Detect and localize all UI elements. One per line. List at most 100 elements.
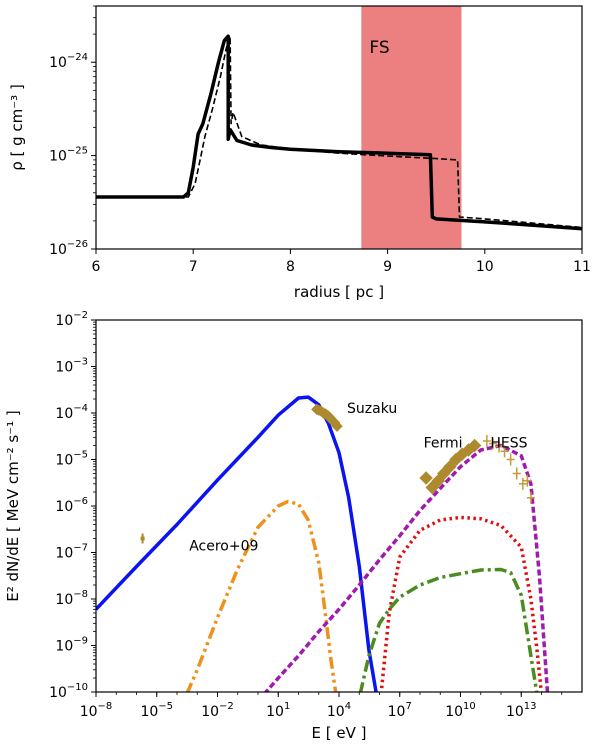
sed-plot-frame [95, 319, 583, 693]
sed-x-tick-label: 1010 [445, 701, 476, 720]
sed-y-tick-label: 10−2 [55, 310, 88, 329]
density-y-tick-label-exponent: −24 [67, 52, 88, 63]
fermi-data-point [431, 473, 445, 488]
density-y-tick-label-exponent: −25 [67, 146, 88, 157]
sed-x-tick-label-base: 10 [80, 704, 98, 720]
hess-data-point [512, 467, 521, 480]
sed-y-tick-label: 10−8 [55, 589, 88, 608]
sed-y-tick-label-exponent: −10 [67, 682, 88, 693]
sed-x-tick-label-base: 10 [266, 704, 284, 720]
sed-x-tick-label-base: 10 [327, 704, 345, 720]
fermi-data-point [419, 471, 433, 485]
hess-data-point [495, 440, 504, 453]
sed-x-tick-label-exponent: −8 [98, 701, 113, 712]
density-x-axis-label: radius [ pc ] [294, 283, 384, 301]
density-series-dashed [96, 35, 583, 229]
sed-y-tick-label: 10−4 [55, 403, 88, 422]
density-y-tick-label: 10−24 [49, 52, 88, 71]
sed-y-tick-label-exponent: −8 [73, 589, 88, 600]
density-y-tick-label-base: 10 [49, 242, 67, 258]
sed-y-tick-label-exponent: −6 [73, 496, 88, 507]
sed-x-tick-label: 10−5 [140, 701, 173, 720]
sed-y-tick-label-base: 10 [55, 639, 73, 655]
density-series-solid [96, 34, 583, 231]
sed-y-tick-label: 10−10 [49, 682, 88, 701]
sed-y-tick-label-exponent: −9 [73, 636, 88, 647]
sed-x-tick-label: 101 [266, 701, 290, 720]
sed-x-tick-label-base: 10 [140, 704, 158, 720]
sed-y-tick-label-exponent: −5 [73, 450, 88, 461]
sed-x-tick-label: 104 [327, 701, 351, 720]
sed-x-tick-label-exponent: 7 [405, 701, 411, 712]
density-y-axis-label: ρ [ g cm⁻³ ] [8, 84, 26, 171]
fermi-data-point [443, 459, 457, 474]
sed-x-tick-label: 10−8 [80, 701, 113, 720]
sed-x-axis-label: E [ eV ] [312, 724, 367, 742]
density-x-tick-label: 11 [573, 259, 591, 275]
sed-series-solid [96, 395, 378, 692]
sed-series-dotted [379, 515, 544, 692]
sed-series-dashdotdot [185, 499, 338, 692]
annotation-hess: HESS [490, 436, 527, 452]
hess-data-point [523, 474, 532, 487]
sed-y-axis-label: E² dN/dE [ MeV cm⁻² s⁻¹ ] [4, 410, 22, 602]
sed-y-tick-label-exponent: −4 [73, 403, 88, 414]
sed-x-tick-label-base: 10 [201, 704, 219, 720]
sed-y-tick-label-base: 10 [55, 453, 73, 469]
density-x-tick-label: 6 [92, 259, 101, 275]
fs-shaded-region [361, 6, 462, 249]
hess-data-point [506, 453, 515, 466]
sed-y-tick-label: 10−6 [55, 496, 88, 515]
annotation-suzaku: Suzaku [347, 401, 397, 417]
sed-y-tick-label-base: 10 [55, 406, 73, 422]
fermi-data-point [467, 438, 482, 453]
sed-x-tick-label-base: 10 [506, 704, 524, 720]
density-x-tick-label: 8 [286, 259, 295, 275]
sed-y-tick-label: 10−5 [55, 450, 88, 469]
fs-label: FS [369, 38, 389, 58]
sed-x-tick-label-exponent: 4 [345, 701, 351, 712]
sed-y-tick-label-exponent: −2 [73, 310, 88, 321]
sed-y-tick-label-base: 10 [55, 546, 73, 562]
hess-data-point [526, 491, 535, 504]
density-y-tick-label-base: 10 [49, 55, 67, 71]
sed-y-tick-label-base: 10 [55, 592, 73, 608]
hess-data-point [482, 434, 491, 447]
density-y-tick-label: 10−25 [49, 146, 88, 165]
sed-y-tick-label-base: 10 [55, 313, 73, 329]
sed-series-dashed [263, 443, 550, 692]
hess-data-point [500, 445, 509, 458]
density-y-tick-label-exponent: −26 [67, 239, 88, 250]
sed-x-tick-label-exponent: −5 [158, 701, 173, 712]
fermi-data-point [425, 480, 439, 495]
sed-x-tick-label-exponent: 13 [524, 701, 537, 712]
sed-y-tick-label-base: 10 [49, 685, 67, 701]
sed-y-tick-label-base: 10 [55, 499, 73, 515]
sed-x-tick-label: 1013 [506, 701, 537, 720]
hess-data-point [518, 477, 527, 490]
fermi-data-point [437, 466, 451, 481]
density-plot-frame [95, 5, 583, 250]
acero-data-point [140, 536, 145, 541]
annotation-acero-09: Acero+09 [189, 539, 258, 555]
sed-x-tick-label: 10−2 [201, 701, 234, 720]
density-y-tick-label-base: 10 [49, 149, 67, 165]
density-x-tick-label: 7 [189, 259, 198, 275]
sed-y-tick-label: 10−7 [55, 543, 88, 562]
suzaku-data-point [331, 420, 343, 432]
sed-y-tick-label-exponent: −3 [73, 357, 88, 368]
density-y-tick-label: 10−26 [49, 239, 88, 258]
sed-y-tick-label: 10−3 [55, 357, 88, 376]
density-x-tick-label: 9 [383, 259, 392, 275]
annotation-fermi: Fermi [424, 436, 463, 452]
sed-x-tick-label-base: 10 [445, 704, 463, 720]
sed-x-tick-label-exponent: 10 [463, 701, 476, 712]
sed-series-dashdot [358, 567, 539, 692]
sed-x-tick-label-exponent: −2 [219, 701, 234, 712]
sed-y-tick-label: 10−9 [55, 636, 88, 655]
sed-y-tick-label-exponent: −7 [73, 543, 88, 554]
density-x-tick-label: 10 [476, 259, 494, 275]
